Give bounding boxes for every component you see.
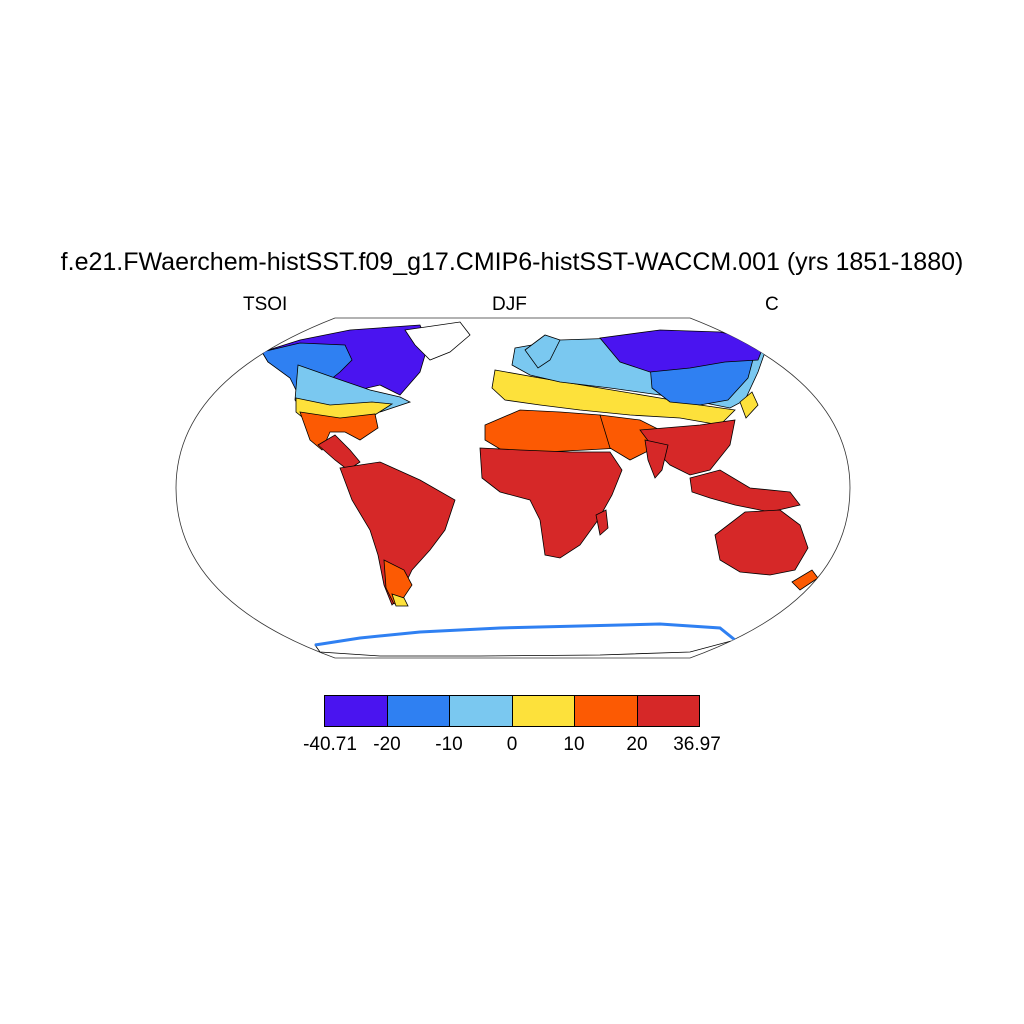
colorbar-label: -10 <box>435 734 463 755</box>
north-america-warm <box>299 411 379 451</box>
africa <box>479 447 623 559</box>
colorbar-label: -40.71 <box>303 734 357 755</box>
australia <box>714 509 809 576</box>
india <box>644 439 669 479</box>
season-label: DJF <box>492 294 527 315</box>
colorbar-label: 0 <box>506 734 518 755</box>
eurasia-cold <box>599 329 766 373</box>
antarctica-edge <box>314 622 736 647</box>
japan <box>739 391 759 419</box>
greenland <box>404 321 471 361</box>
colorbar-label: 36.97 <box>673 734 721 755</box>
colorbar-label: 20 <box>626 734 648 755</box>
madagascar <box>595 509 609 536</box>
colorbar-box <box>324 695 388 727</box>
units-label: C <box>765 294 779 315</box>
colorbar-label: 10 <box>563 734 585 755</box>
colorbar-box <box>449 695 513 727</box>
colorbar-box <box>511 695 575 727</box>
chart-title: f.e21.FWaerchem-histSST.f09_g17.CMIP6-hi… <box>60 248 964 276</box>
variable-label: TSOI <box>243 294 288 315</box>
central-america <box>317 434 361 471</box>
scandinavia <box>524 334 561 369</box>
colorbar <box>324 695 700 727</box>
colorbar-box <box>636 695 700 727</box>
se-asia-islands <box>689 469 801 513</box>
colorbar-box <box>386 695 450 727</box>
colorbar-label: -20 <box>373 734 401 755</box>
south-america-tip <box>391 593 409 607</box>
colorbar-box <box>574 695 638 727</box>
eurasia-yellow <box>491 369 736 426</box>
